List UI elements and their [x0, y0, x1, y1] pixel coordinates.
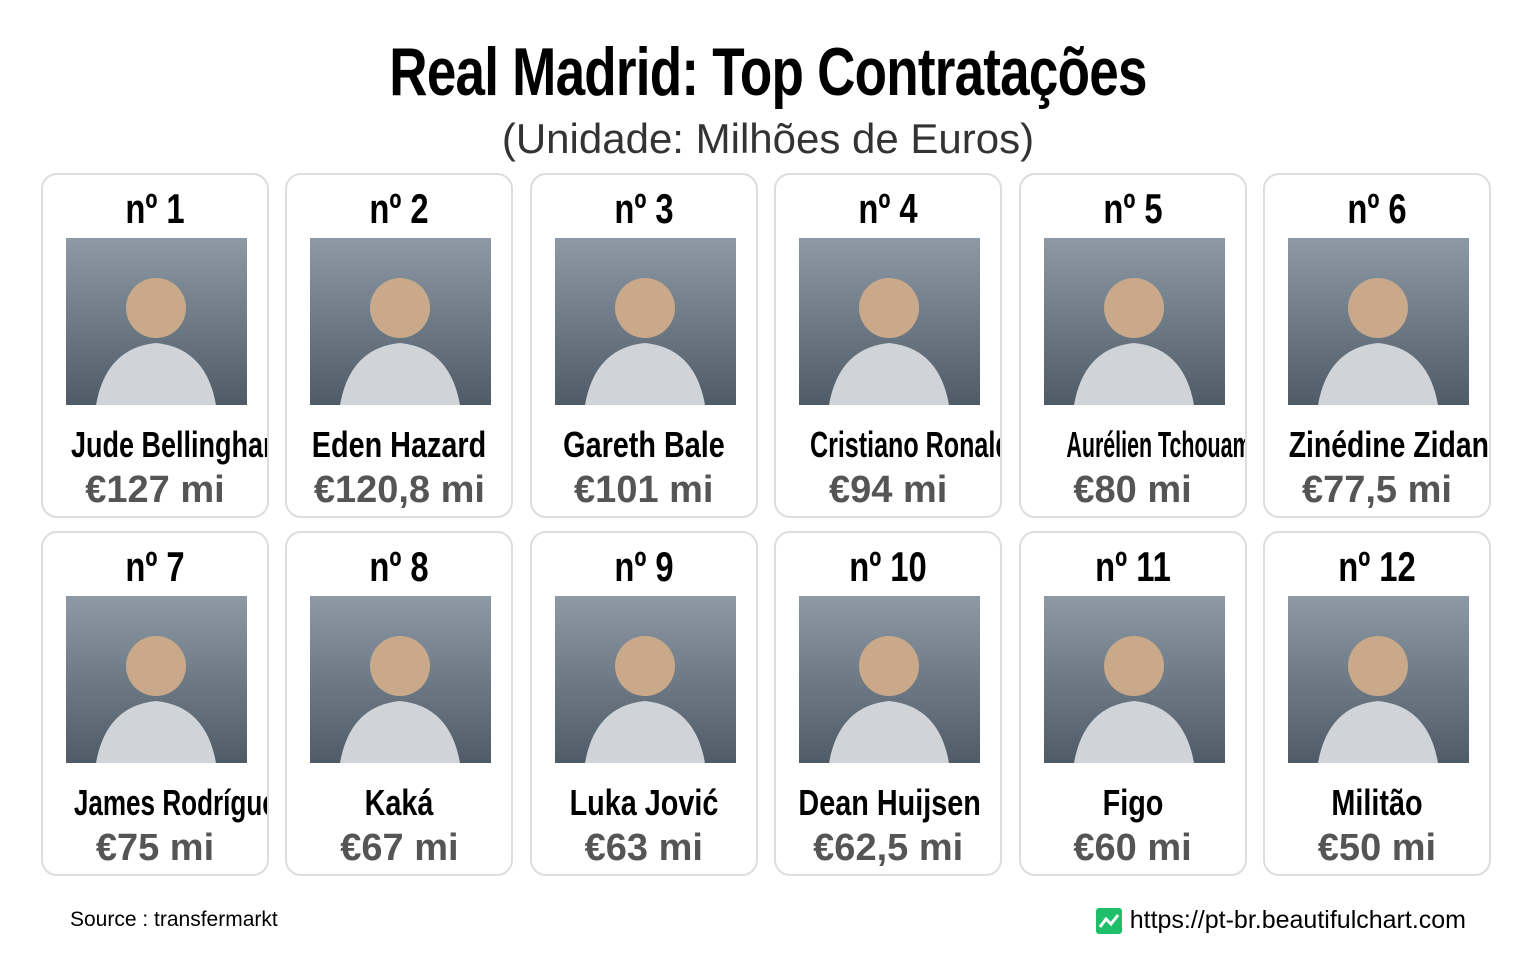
rank: nº 6: [1347, 185, 1407, 232]
rank: nº 2: [369, 185, 430, 232]
rank: nº 5: [1102, 185, 1163, 232]
player-name: Militão: [1331, 782, 1423, 823]
photo-placeholder: [340, 636, 461, 763]
player-photo: [1287, 238, 1469, 405]
player-photo: [310, 238, 492, 405]
photo-placeholder: [96, 636, 216, 763]
photo-placeholder: [829, 278, 950, 405]
photo-placeholder: [96, 278, 216, 405]
player-photo: [1287, 596, 1469, 763]
player-name: Zinédine Zidane: [1288, 424, 1491, 465]
player-photo: [799, 238, 981, 405]
player-name: Luka Jović: [569, 782, 719, 823]
player-name: Figo: [1102, 782, 1163, 823]
transfer-fee: €94 mi: [829, 469, 948, 511]
player-photo: [1043, 596, 1225, 763]
transfer-fee: €67 mi: [340, 827, 459, 869]
transfer-fee: €101 mi: [574, 469, 714, 511]
site-logo: [1095, 907, 1122, 934]
player-card: nº 11 Figo €60 mi: [1018, 531, 1247, 876]
photo-placeholder: [1073, 636, 1194, 763]
transfer-fee: €63 mi: [584, 827, 703, 869]
player-photo: [1043, 238, 1225, 405]
player-photo: [799, 596, 981, 763]
player-card: nº 1 Jude Bellingham €127 mi: [41, 173, 269, 518]
player-card: nº 2 Eden Hazard €120,8 mi: [285, 173, 514, 518]
rank: nº 9: [614, 543, 674, 590]
photo-placeholder: [584, 636, 705, 763]
player-card: nº 3 Gareth Bale €101 mi: [529, 173, 758, 518]
player-name: Cristiano Ronaldo: [810, 424, 1000, 465]
player-photo: [554, 238, 736, 405]
transfer-fee: €50 mi: [1317, 827, 1437, 869]
site-url: https://pt-br.beautifulchart.com: [1129, 906, 1466, 934]
photo-placeholder: [340, 278, 461, 405]
player-card: nº 10 Dean Huijsen €62,5 mi: [774, 531, 1003, 876]
rank: nº 11: [1094, 543, 1171, 590]
rank: nº 12: [1338, 543, 1416, 590]
player-card: nº 12 Militão €50 mi: [1262, 531, 1491, 876]
transfer-fee: €60 mi: [1073, 827, 1192, 869]
player-photo: [66, 238, 247, 405]
player-name: Eden Hazard: [312, 424, 487, 465]
photo-placeholder: [1317, 636, 1438, 763]
transfer-fee: €75 mi: [95, 827, 215, 869]
rank: nº 8: [369, 543, 430, 590]
rank: nº 3: [614, 185, 674, 232]
player-name: Aurélien Tchouaméni: [1065, 424, 1245, 465]
player-card: nº 6 Zinédine Zidane €77,5 mi: [1262, 173, 1491, 518]
player-name: Gareth Bale: [562, 424, 725, 465]
transfer-fee: €127 mi: [85, 469, 225, 511]
transfer-fee: €77,5 mi: [1301, 469, 1452, 511]
player-photo: [310, 596, 492, 763]
player-card: nº 9 Luka Jović €63 mi: [529, 531, 758, 876]
photo-placeholder: [1073, 278, 1194, 405]
player-card: nº 4 Cristiano Ronaldo€94 mi: [774, 173, 1003, 518]
rank: nº 10: [849, 543, 927, 590]
site-link: https://pt-br.beautifulchart.com: [1095, 906, 1466, 935]
player-photo: [66, 596, 247, 763]
player-card: nº 5 Aurélien Tchouaméni€80 mi: [1018, 173, 1247, 518]
player-name: Kaká: [364, 782, 434, 823]
transfer-fee: €80 mi: [1073, 469, 1192, 511]
photo-placeholder: [1317, 278, 1438, 405]
title: Real Madrid: Top Contratações: [389, 34, 1147, 110]
player-card: nº 8 Kaká €67 mi: [285, 531, 514, 876]
transfer-fee: €62,5 mi: [813, 827, 964, 869]
player-name: James Rodríguez: [73, 782, 269, 823]
photo-placeholder: [584, 278, 705, 405]
player-name: Jude Bellingham: [71, 424, 269, 465]
transfer-fee: €120,8 mi: [313, 469, 485, 511]
photo-placeholder: [829, 636, 950, 763]
source: Source : transfermarkt: [70, 908, 278, 931]
card-grid: nº 1 Jude Bellingham €127 mi nº 2 Eden Hazar…: [41, 173, 1491, 876]
player-photo: [554, 596, 736, 763]
rank: nº 4: [858, 185, 918, 232]
rank: nº 7: [125, 543, 185, 590]
player-card: nº 7 James Rodríguez €75 mi: [41, 531, 269, 876]
player-name: Dean Huijsen: [798, 782, 982, 823]
rank: nº 1: [125, 185, 185, 232]
subtitle: (Unidade: Milhões de Euros): [501, 115, 1035, 162]
